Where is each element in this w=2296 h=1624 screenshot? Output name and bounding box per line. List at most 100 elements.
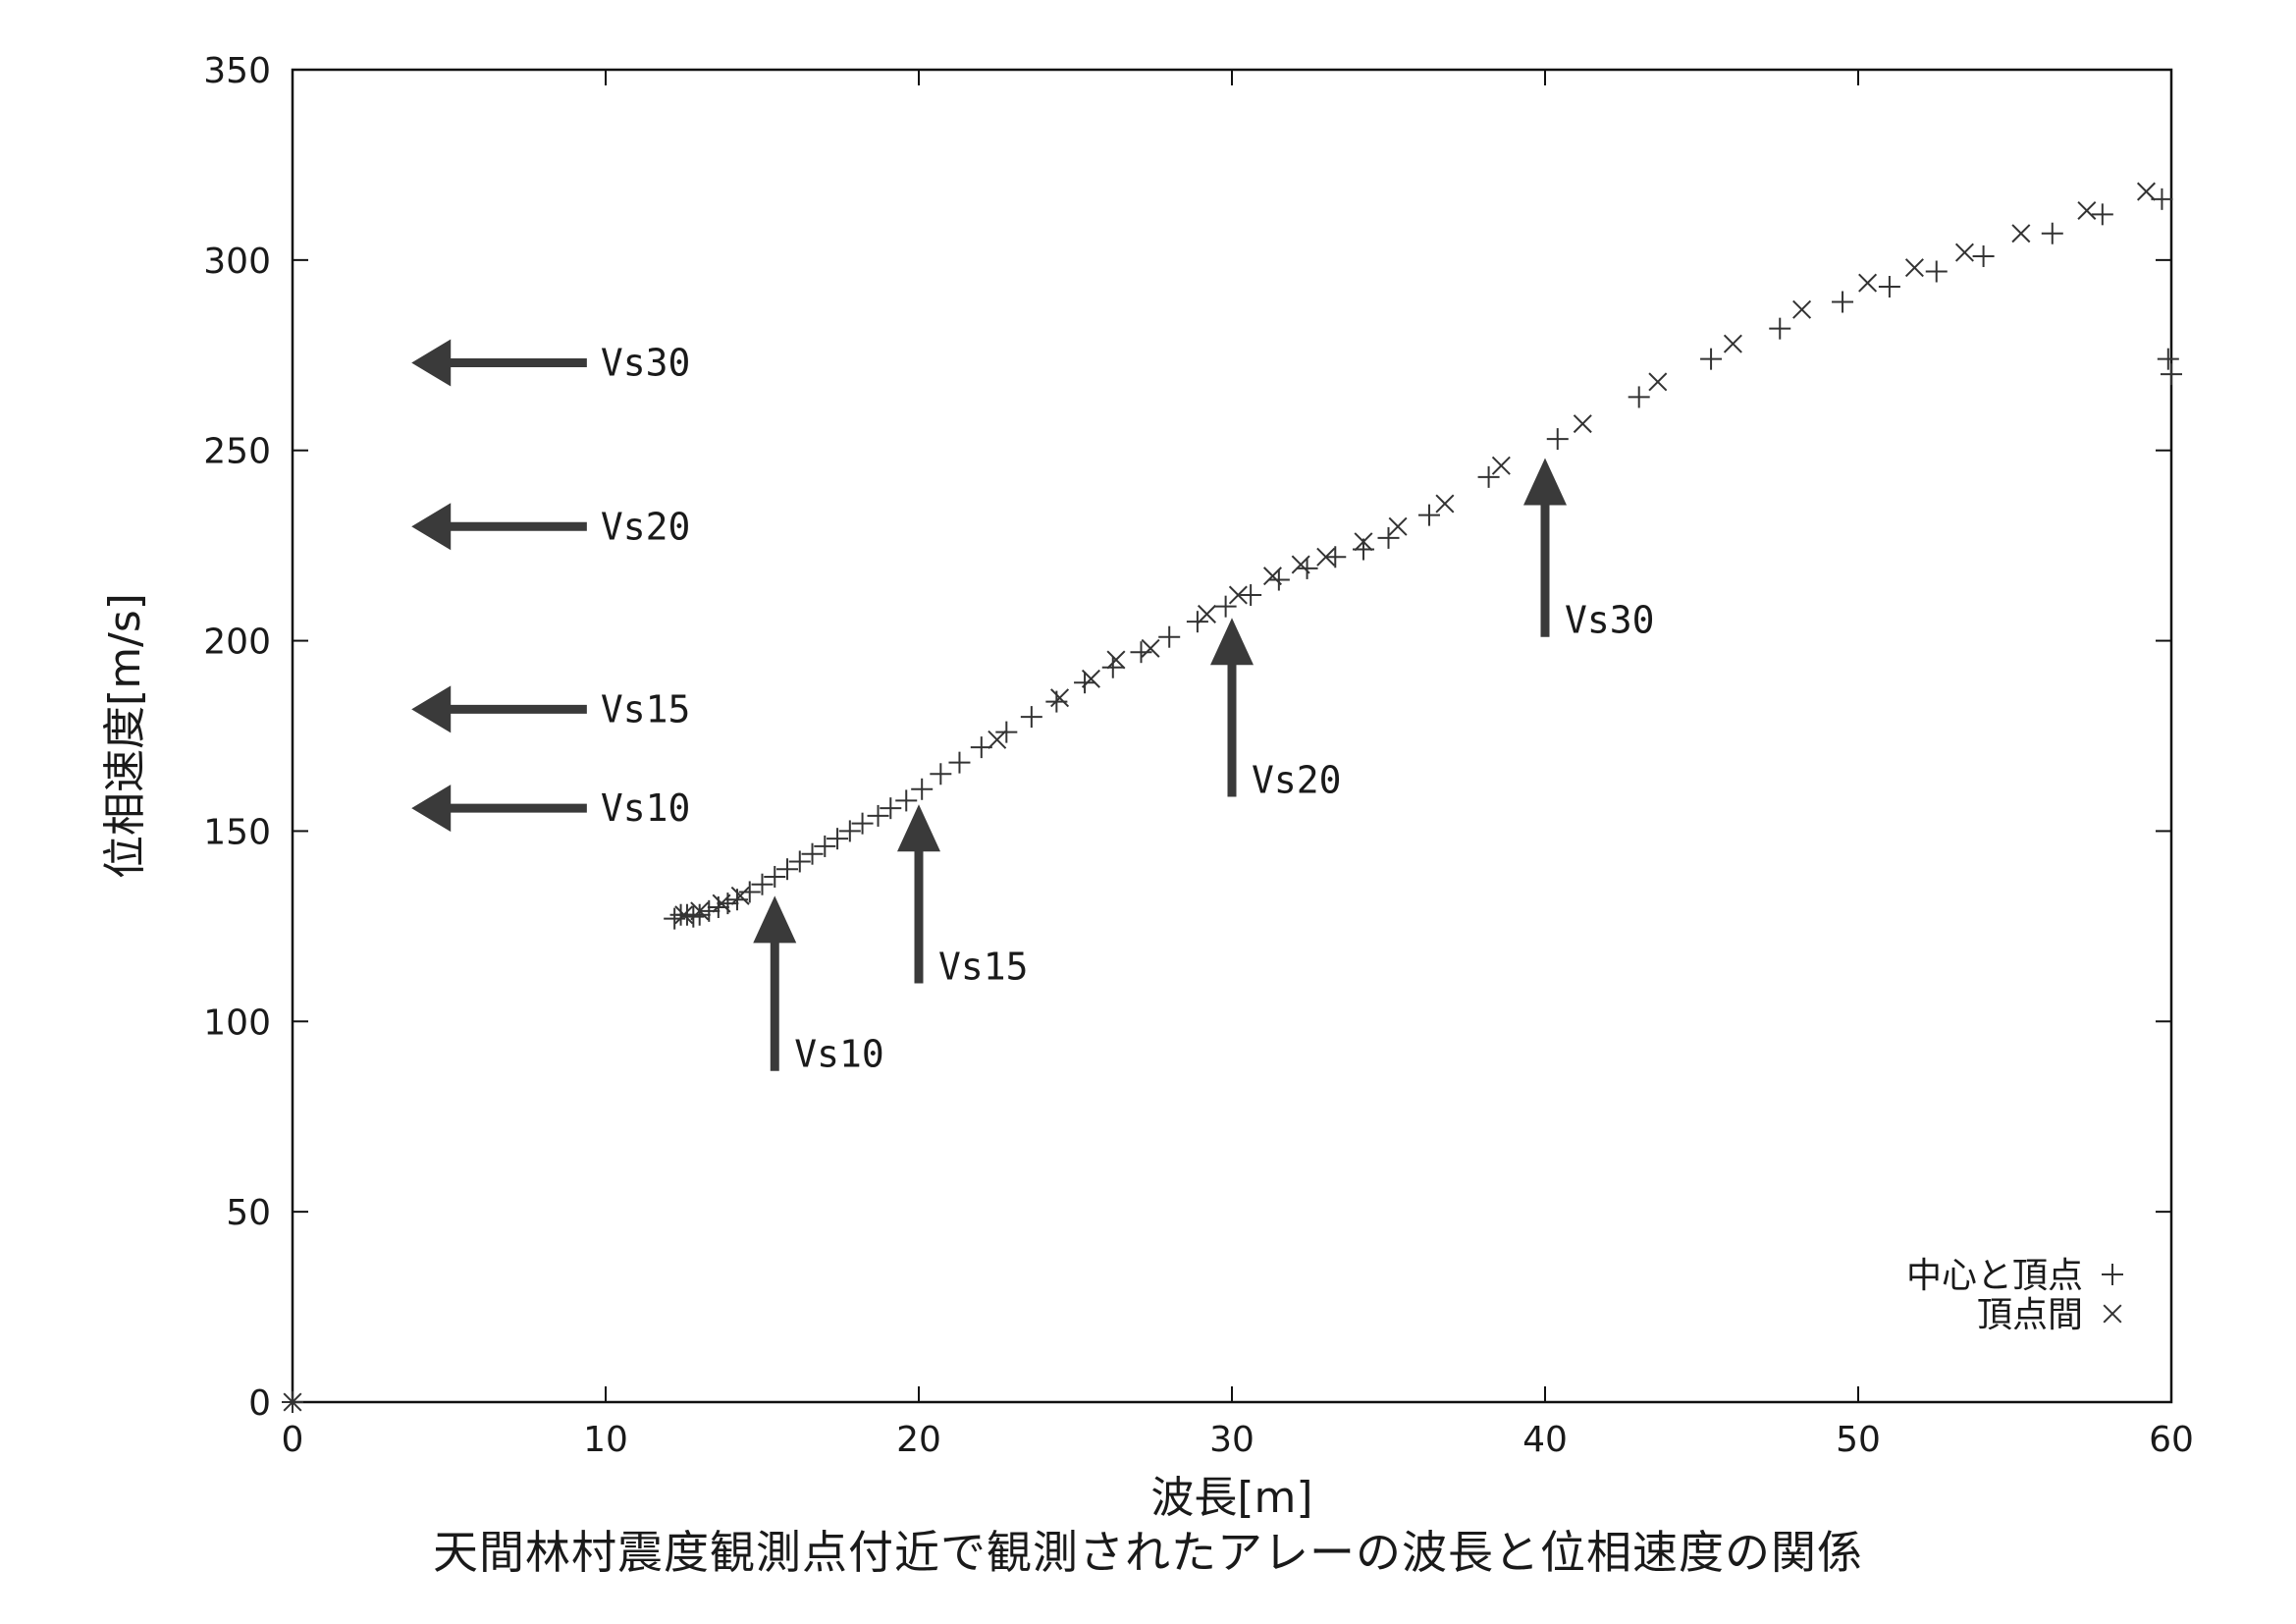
point-center-vertex bbox=[1324, 546, 1347, 568]
point-vertex-pair bbox=[1435, 494, 1455, 514]
arrow-head bbox=[897, 804, 940, 852]
point-vertex-pair bbox=[2077, 200, 2097, 220]
x-tick-label: 10 bbox=[583, 1420, 628, 1460]
point-center-vertex bbox=[1130, 641, 1152, 664]
point-center-vertex bbox=[1377, 526, 1400, 549]
point-vertex-pair bbox=[1262, 567, 1282, 586]
point-center-vertex bbox=[1267, 568, 1290, 591]
point-center-vertex bbox=[838, 820, 861, 842]
annotation-arrow: Vs10 bbox=[411, 785, 690, 833]
y-tick-label: 50 bbox=[226, 1193, 271, 1233]
point-center-vertex bbox=[2157, 348, 2179, 370]
y-tick-label: 300 bbox=[203, 242, 271, 282]
annotation-arrow: Vs15 bbox=[411, 685, 691, 733]
arrow-head bbox=[411, 339, 452, 387]
x-axis-title: 波長[m] bbox=[1150, 1473, 1312, 1523]
y-tick-label: 350 bbox=[203, 51, 271, 91]
point-center-vertex bbox=[1769, 317, 1791, 340]
point-center-vertex bbox=[1074, 672, 1096, 694]
point-center-vertex bbox=[801, 842, 824, 865]
point-center-vertex bbox=[1628, 386, 1650, 408]
point-center-vertex bbox=[827, 828, 849, 850]
point-vertex-pair bbox=[1723, 334, 1742, 353]
point-center-vertex bbox=[1186, 611, 1208, 633]
x-tick-label: 30 bbox=[1209, 1420, 1255, 1460]
point-vertex-pair bbox=[730, 886, 750, 905]
point-vertex-pair bbox=[1081, 669, 1100, 688]
point-center-vertex bbox=[1477, 465, 1500, 488]
point-vertex-pair bbox=[1141, 638, 1160, 658]
y-tick-label: 250 bbox=[203, 432, 271, 472]
arrow-head bbox=[411, 785, 452, 833]
point-center-vertex bbox=[1546, 428, 1569, 451]
annotation-arrow: Vs15 bbox=[897, 804, 1029, 989]
point-vertex-pair bbox=[1388, 516, 1408, 536]
point-center-vertex bbox=[895, 789, 918, 812]
point-center-vertex bbox=[1158, 625, 1181, 648]
point-vertex-pair bbox=[1792, 299, 1812, 319]
point-center-vertex bbox=[1972, 244, 1995, 267]
point-center-vertex bbox=[1925, 260, 1948, 283]
point-center-vertex bbox=[1417, 504, 1440, 526]
point-vertex-pair bbox=[1491, 456, 1511, 475]
arrow-head bbox=[411, 503, 452, 551]
point-vertex-pair bbox=[2136, 182, 2156, 201]
point-center-vertex bbox=[930, 763, 952, 785]
point-center-vertex bbox=[2161, 363, 2182, 386]
point-vertex-pair bbox=[1354, 532, 1373, 552]
point-center-vertex bbox=[1700, 348, 1723, 370]
legend-marker bbox=[2102, 1264, 2123, 1285]
point-vertex-pair bbox=[674, 905, 694, 925]
point-center-vertex bbox=[1240, 584, 1262, 607]
point-center-vertex bbox=[948, 751, 971, 774]
y-axis-title: 位相速度[m/s] bbox=[100, 593, 150, 879]
point-center-vertex bbox=[814, 835, 836, 857]
point-center-vertex bbox=[776, 858, 799, 881]
point-center-vertex bbox=[2091, 203, 2113, 226]
point-center-vertex bbox=[851, 812, 874, 835]
arrow-label: Vs10 bbox=[794, 1033, 884, 1076]
legend-label: 頂点間 bbox=[1977, 1295, 2083, 1335]
point-vertex-pair bbox=[1106, 650, 1126, 670]
x-tick-label: 0 bbox=[282, 1420, 304, 1460]
point-vertex-pair bbox=[1197, 604, 1216, 623]
point-vertex-pair bbox=[1291, 555, 1310, 574]
point-vertex-pair bbox=[1904, 258, 1924, 278]
point-vertex-pair bbox=[1648, 372, 1668, 392]
annotation-arrow: Vs30 bbox=[1523, 458, 1655, 642]
arrow-label: Vs15 bbox=[601, 687, 691, 731]
annotation-arrow: Vs10 bbox=[753, 895, 884, 1076]
point-center-vertex bbox=[751, 873, 774, 895]
point-vertex-pair bbox=[1050, 688, 1070, 708]
legend-label: 中心と頂点 bbox=[1906, 1256, 2083, 1296]
point-vertex-pair bbox=[283, 1392, 302, 1412]
arrow-label: Vs15 bbox=[938, 946, 1029, 989]
y-tick-label: 200 bbox=[203, 623, 271, 663]
x-tick-label: 50 bbox=[1836, 1420, 1881, 1460]
point-center-vertex bbox=[788, 850, 811, 873]
point-center-vertex bbox=[867, 804, 889, 827]
point-vertex-pair bbox=[1228, 585, 1248, 605]
arrow-label: Vs30 bbox=[601, 342, 691, 385]
y-tick-label: 100 bbox=[203, 1002, 271, 1043]
point-vertex-pair bbox=[988, 730, 1007, 749]
annotation-arrow: Vs30 bbox=[411, 339, 691, 387]
point-center-vertex bbox=[995, 721, 1018, 743]
x-tick-label: 20 bbox=[896, 1420, 941, 1460]
point-vertex-pair bbox=[1316, 547, 1336, 567]
point-vertex-pair bbox=[690, 901, 710, 921]
point-center-vertex bbox=[698, 899, 721, 922]
point-center-vertex bbox=[1101, 656, 1124, 678]
x-tick-label: 60 bbox=[2149, 1420, 2194, 1460]
point-center-vertex bbox=[1296, 557, 1318, 579]
arrow-head bbox=[411, 685, 452, 733]
arrow-label: Vs30 bbox=[1565, 599, 1655, 642]
y-tick-label: 150 bbox=[203, 812, 271, 852]
annotation-arrow: Vs20 bbox=[411, 503, 690, 551]
x-tick-label: 40 bbox=[1522, 1420, 1568, 1460]
point-vertex-pair bbox=[712, 893, 731, 913]
annotation-arrow: Vs20 bbox=[1210, 618, 1342, 802]
point-center-vertex bbox=[2041, 222, 2063, 244]
point-vertex-pair bbox=[1573, 414, 1592, 434]
